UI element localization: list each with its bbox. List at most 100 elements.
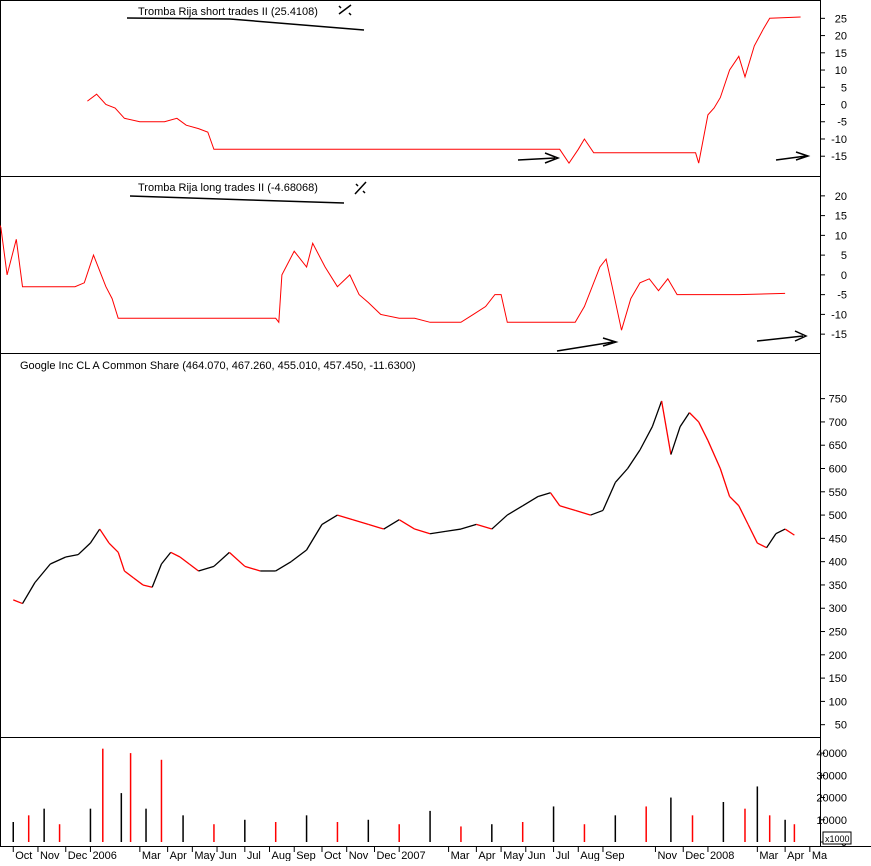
short-pane-frame xyxy=(0,0,821,177)
x-tick-label: 2007 xyxy=(401,850,425,861)
price-segment xyxy=(368,523,384,530)
price-segment xyxy=(639,426,653,451)
y-tick-label: -5 xyxy=(837,290,847,302)
y-tick-label: 350 xyxy=(829,580,847,592)
price-segment xyxy=(784,528,795,536)
y-tick-label: 550 xyxy=(829,487,847,499)
price-segment xyxy=(766,533,777,549)
price-segment xyxy=(574,509,591,516)
y-tick-label: 300 xyxy=(829,603,847,615)
x-tick-label: 2008 xyxy=(710,850,734,861)
x-tick-label: Dec xyxy=(68,850,88,861)
price-segment xyxy=(522,495,539,507)
price-segment xyxy=(698,421,709,441)
price-segment xyxy=(306,524,323,551)
price-segment xyxy=(108,542,119,553)
y-tick-label: 200 xyxy=(829,650,847,662)
price-segment xyxy=(537,492,551,498)
y-tick-label: 5 xyxy=(841,82,847,94)
price-y-axis: 750 700 650 600 550 500 450 400 350 300 250 200 150 1… xyxy=(820,394,847,732)
y-tick-label: 0 xyxy=(841,100,847,112)
x-tick-label: Sep xyxy=(605,850,625,861)
pane-frames xyxy=(0,0,871,847)
price-segment xyxy=(290,549,307,563)
price-segment xyxy=(21,582,36,604)
y-tick-label: 500 xyxy=(829,510,847,522)
long-y-axis: 20 15 10 5 0 -5 -10 -15 xyxy=(820,191,847,341)
volume-unit-box xyxy=(822,831,852,845)
price-segment xyxy=(559,505,576,512)
arrow-icon xyxy=(517,152,561,164)
y-tick-label: 250 xyxy=(829,627,847,639)
y-tick-label: 50 xyxy=(835,720,847,732)
y-tick-label: 30000 xyxy=(816,770,847,782)
x-tick-label: Nov xyxy=(40,850,60,861)
price-segment xyxy=(160,551,172,565)
x-tick-label: Nov xyxy=(657,850,677,861)
x-tick-label: Mar xyxy=(759,850,778,861)
price-segment xyxy=(707,440,721,469)
price-pane-frame xyxy=(0,353,821,738)
x-tick-label: Aug xyxy=(272,850,292,861)
price-segment xyxy=(151,563,163,588)
arrow-icon xyxy=(556,337,619,352)
price-segment xyxy=(77,542,91,556)
long-title-underline xyxy=(129,195,345,204)
price-segment xyxy=(117,552,126,572)
x-tick-label: Aug xyxy=(580,850,600,861)
x-tick-label: Oct xyxy=(15,850,32,861)
price-segment xyxy=(445,528,462,533)
price-segment xyxy=(688,412,700,423)
price-segment xyxy=(602,482,616,511)
price-segment xyxy=(124,570,135,579)
price-segment xyxy=(614,468,629,483)
long-pane-frame xyxy=(0,176,821,354)
y-tick-label: 700 xyxy=(829,417,847,429)
volume-pane-frame xyxy=(0,737,821,847)
price-segment xyxy=(89,528,101,544)
price-segment xyxy=(747,524,758,544)
y-tick-label: 650 xyxy=(829,440,847,452)
x-tick-label: Ma xyxy=(812,850,828,861)
y-tick-label: 20 xyxy=(835,31,847,43)
hand-annotations xyxy=(126,4,811,352)
x-tick-label: Dec xyxy=(376,850,396,861)
y-tick-label: 20 xyxy=(835,191,847,203)
x-axis-labels: Oct Nov Dec 2006 Mar Apr May Jun Jul Aug Sep Oct Nov… xyxy=(12,846,828,862)
price-segment xyxy=(491,514,508,530)
price-segment xyxy=(660,400,672,455)
price-segment xyxy=(275,561,292,572)
price-segment xyxy=(476,523,493,530)
y-tick-label: -10 xyxy=(831,134,847,146)
price-segment xyxy=(549,492,561,507)
long-pane-title: Tromba Rija long trades II (-4.68068) xyxy=(138,182,318,194)
price-segment xyxy=(228,551,246,567)
x-tick-label: Sep xyxy=(296,850,316,861)
y-tick-label: 150 xyxy=(829,673,847,685)
y-tick-label: 10 xyxy=(835,65,847,77)
price-segment xyxy=(50,556,67,565)
long-title-mark-icon xyxy=(354,181,367,195)
price-segment xyxy=(757,542,767,549)
short-pane-title: Tromba Rija short trades II (25.4108) xyxy=(138,6,318,18)
y-tick-label: 5 xyxy=(841,250,847,262)
y-tick-label: -5 xyxy=(837,117,847,129)
x-tick-label: Jul xyxy=(247,850,261,861)
x-tick-label: May xyxy=(503,850,524,861)
x-tick-label: Nov xyxy=(349,850,369,861)
arrow-icon xyxy=(775,151,811,161)
y-tick-label: 400 xyxy=(829,557,847,569)
price-segment xyxy=(729,495,740,507)
volume-unit-label: x1000 xyxy=(825,834,850,844)
y-tick-label: 0 xyxy=(841,270,847,282)
long-equity-line xyxy=(0,224,786,331)
price-segment xyxy=(337,514,354,521)
x-tick-label: Apr xyxy=(478,850,495,861)
price-segment xyxy=(398,519,415,530)
y-tick-label: 15 xyxy=(835,48,847,60)
y-tick-label: -15 xyxy=(831,151,847,163)
price-segment xyxy=(719,468,731,497)
price-segment xyxy=(99,528,110,544)
volume-bars xyxy=(12,748,796,842)
